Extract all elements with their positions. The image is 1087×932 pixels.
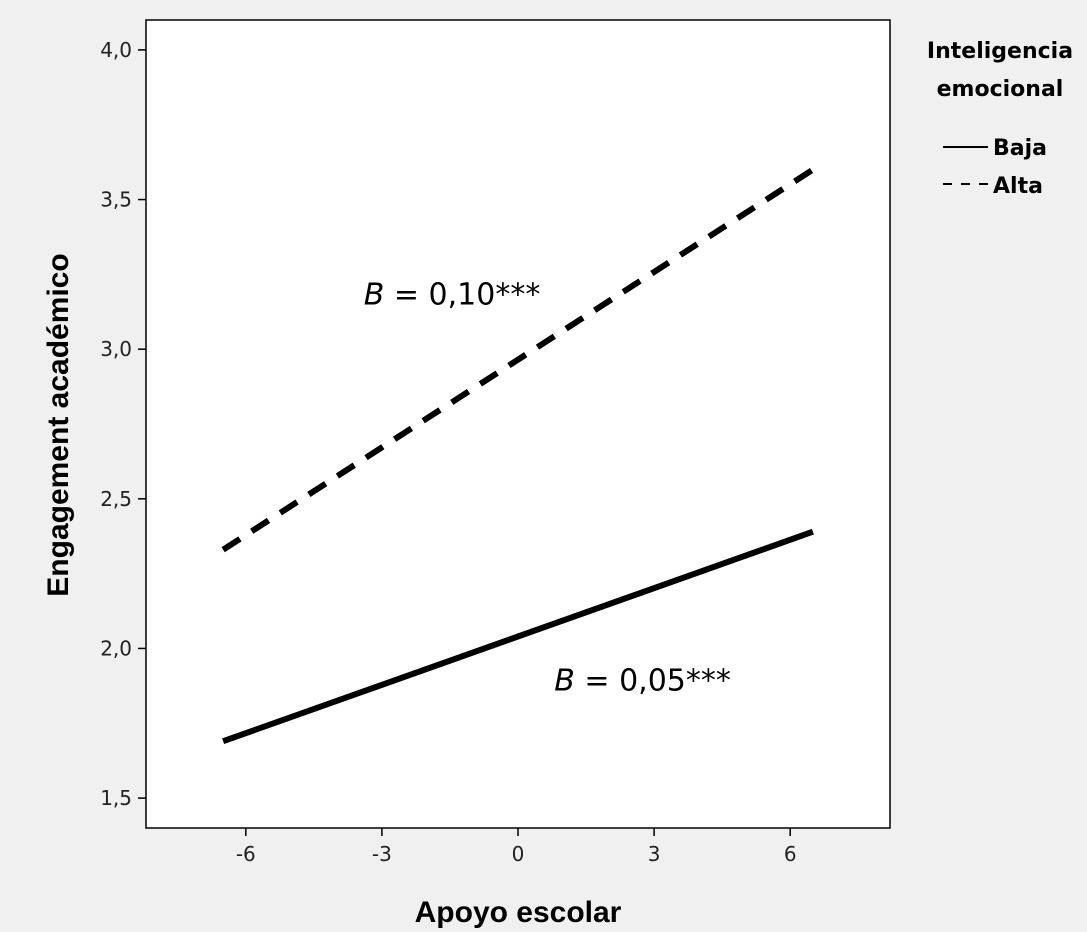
x-tick-label: 3 — [648, 842, 661, 866]
x-tick-label: -3 — [372, 842, 392, 866]
slope-annotation: B = 0,05*** — [554, 663, 731, 698]
series-line-alta — [221, 167, 815, 553]
y-axis-title: Engagement académico — [42, 253, 75, 596]
y-tick-label: 2,0 — [100, 636, 132, 660]
series-line-baja — [222, 528, 814, 745]
legend-label-alta: Alta — [993, 174, 1043, 199]
legend: Inteligencia emocional Baja Alta — [927, 39, 1073, 199]
x-tick-label: -6 — [236, 842, 256, 866]
annotation-layer: B = 0,10*** B = 0,05*** — [364, 277, 731, 698]
plot-area — [145, 19, 891, 829]
legend-title-line-2: emocional — [937, 77, 1064, 102]
x-axis: -6 -3 0 3 6 — [236, 828, 797, 866]
legend-title-line-1: Inteligencia — [927, 39, 1073, 64]
y-tick-label: 2,5 — [100, 487, 132, 511]
y-tick-label: 1,5 — [100, 786, 132, 810]
x-axis-title: Apoyo escolar — [415, 896, 622, 929]
y-tick-label: 3,0 — [100, 337, 132, 361]
slope-annotation: B = 0,10*** — [364, 277, 541, 312]
y-tick-label: 4,0 — [100, 38, 132, 62]
y-axis: 1,5 2,0 2,5 3,0 3,5 4,0 — [100, 38, 146, 810]
plot-frame — [145, 19, 891, 829]
y-tick-label: 3,5 — [100, 188, 132, 212]
legend-label-baja: Baja — [993, 136, 1047, 161]
series-layer — [221, 167, 815, 745]
x-tick-label: 6 — [784, 842, 797, 866]
x-tick-label: 0 — [512, 842, 525, 866]
